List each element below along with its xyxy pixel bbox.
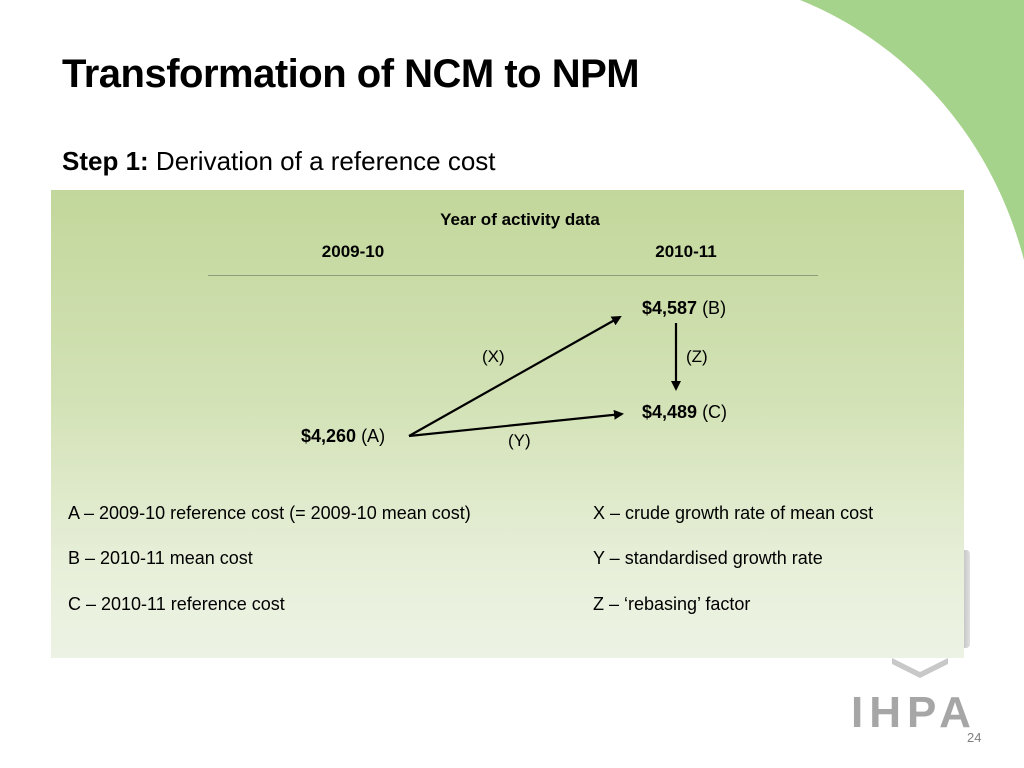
step-heading: Step 1: Derivation of a reference cost (62, 146, 496, 177)
legend-b: B – 2010-11 mean cost (68, 548, 253, 568)
node-a-tag: (A) (356, 426, 386, 446)
column-2009-10: 2009-10 (321, 242, 385, 261)
header-divider (208, 275, 818, 276)
step-description: Derivation of a reference cost (148, 146, 496, 176)
logo-emblem-icon (892, 658, 948, 678)
node-a: $4,260 (A) (301, 426, 385, 447)
legend-x: X – crude growth rate of mean cost (593, 503, 874, 523)
page-number: 24 (967, 730, 982, 745)
panel-shadow (962, 550, 970, 648)
arrow-y (408, 409, 624, 438)
node-b-value: $4,587 (642, 298, 698, 318)
legend-y: Y – standardised growth rate (593, 548, 823, 568)
page-title: Transformation of NCM to NPM (62, 52, 640, 96)
legend-c: C – 2010-11 reference cost (68, 594, 285, 614)
legend-z: Z – ‘rebasing’ factor (593, 594, 751, 614)
diagram-panel: Year of activity data 2009-10 2010-11 $4… (51, 190, 964, 658)
node-b-tag: (B) (697, 298, 727, 318)
node-c-tag: (C) (697, 402, 728, 422)
edge-label-x: (X) (482, 347, 505, 366)
edge-label-z: (Z) (686, 347, 708, 366)
edge-label-y: (Y) (508, 431, 531, 450)
node-c: $4,489 (C) (642, 402, 727, 423)
node-a-value: $4,260 (301, 426, 357, 446)
step-label: Step 1: (62, 146, 149, 176)
arrow-x (408, 316, 622, 437)
flow-arrows (408, 316, 681, 438)
year-header: Year of activity data (440, 210, 600, 229)
node-b: $4,587 (B) (642, 298, 726, 319)
column-2010-11: 2010-11 (655, 242, 717, 261)
ihpa-logo: IHPA (851, 688, 977, 737)
legend-a: A – 2009-10 reference cost (= 2009-10 me… (68, 503, 471, 523)
node-c-value: $4,489 (642, 402, 698, 422)
